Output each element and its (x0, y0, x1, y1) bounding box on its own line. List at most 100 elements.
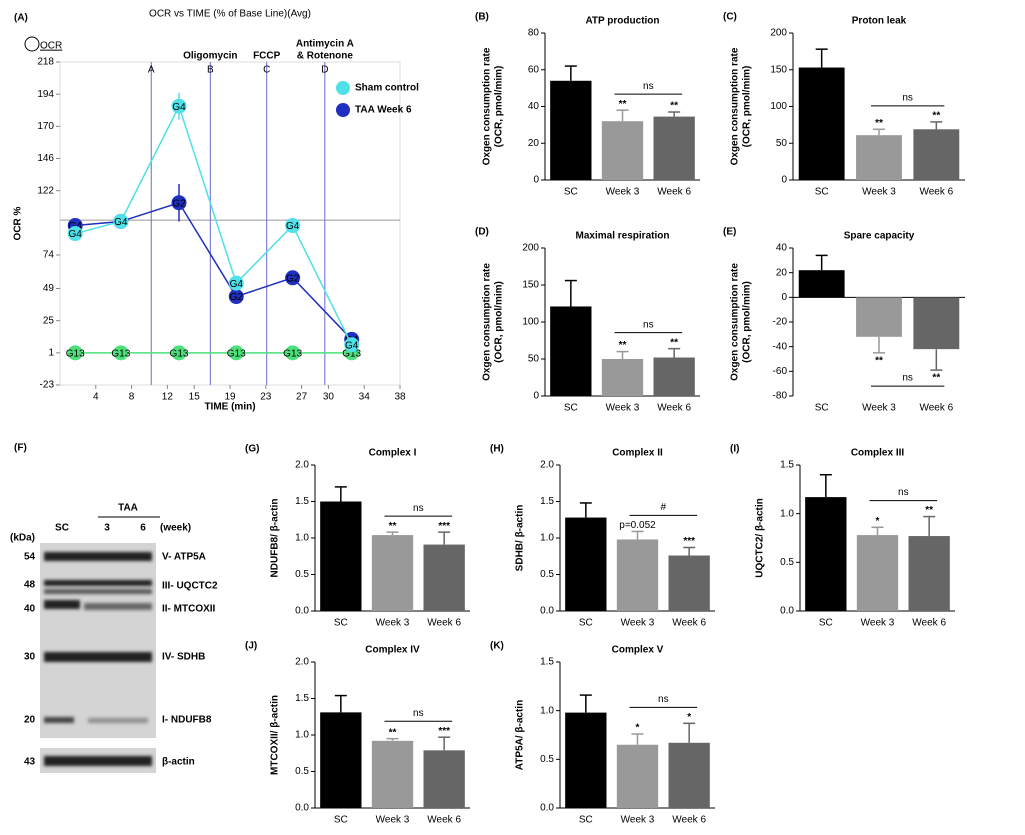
event-name: Antimycin A (296, 39, 354, 50)
y-tick-label: -40 (773, 341, 788, 352)
data-point (171, 345, 187, 361)
kda-label: 20 (24, 715, 36, 726)
legend-marker (336, 103, 350, 117)
lane-label: 3 (104, 523, 110, 534)
y-tick-label: 100 (770, 101, 787, 112)
panel-label: (F) (14, 443, 27, 454)
point-label: G2 (230, 292, 244, 303)
band-label: II- MTCOXII (162, 604, 216, 615)
y-axis-label: Oxgen consumption rate (730, 263, 741, 381)
significance: ** (619, 99, 627, 110)
event-letter: A (148, 65, 155, 76)
bar (798, 270, 845, 298)
event-name: FCCP (253, 51, 281, 62)
y-tick-label: 2.0 (295, 657, 309, 668)
bar (908, 536, 950, 611)
y-axis-label: Oxgen consumption rate (730, 47, 741, 165)
unit-label: (week) (160, 523, 191, 534)
significance: * (876, 516, 880, 527)
event-letter: C (263, 65, 270, 76)
data-point (344, 337, 360, 353)
bands (44, 552, 152, 766)
x-tick-label: 4 (93, 392, 99, 403)
band-label: β-actin (162, 757, 195, 768)
y-tick-label: 20 (776, 267, 788, 278)
blot-membrane (40, 543, 156, 738)
significance: *** (438, 726, 450, 737)
bar (550, 306, 592, 396)
y-tick-label: 0.5 (295, 569, 309, 580)
data-point (113, 213, 129, 229)
chart-title: OCR vs TIME (% of Base Line)(Avg) (149, 9, 311, 20)
marker-unit: (kDa) (10, 533, 35, 544)
significance: p=0.052 (619, 520, 656, 531)
bracket-label: ns (413, 708, 424, 719)
y-tick-label: 0 (781, 175, 787, 186)
x-tick-label: Week 3 (606, 403, 640, 414)
y-tick-label: 218 (37, 57, 54, 68)
data-point (171, 195, 187, 211)
significance: ** (389, 727, 397, 738)
y-tick-label: -60 (773, 366, 788, 377)
x-tick-label: SC (815, 187, 829, 198)
x-tick-label: 27 (296, 392, 308, 403)
y-tick-label: 200 (770, 28, 787, 39)
x-tick-label: Week 6 (427, 618, 461, 629)
y-tick-label: 60 (528, 64, 540, 75)
bracket-label: ns (643, 81, 654, 92)
band-label: III- UQCTC2 (162, 581, 218, 592)
corner-label: OCR (40, 41, 62, 52)
y-axis-label: (OCR, pmol/mim) (494, 66, 505, 148)
point-label: G4 (172, 102, 186, 113)
bracket-label: ns (898, 487, 909, 498)
panel-label: (E) (723, 227, 736, 238)
point-label: G13 (227, 348, 246, 359)
x-tick-label: Week 6 (657, 403, 691, 414)
y-tick-label: -80 (773, 391, 788, 402)
x-tick-label: Week 3 (862, 403, 896, 414)
bar (913, 129, 960, 180)
chart-title: Complex V (612, 645, 664, 656)
y-axis-label: Oxgen consumption rate (482, 263, 493, 381)
x-tick-label: 38 (394, 392, 406, 403)
data-point (113, 345, 129, 361)
band-label: I- NDUFB8 (162, 715, 212, 726)
significance: ** (670, 337, 678, 348)
event-letter: B (207, 65, 214, 76)
panel-label: (C) (723, 12, 737, 23)
y-tick-label: 0 (781, 292, 787, 303)
x-tick-label: 23 (260, 392, 272, 403)
data-point (171, 98, 187, 114)
panel-label: (G) (245, 444, 259, 455)
y-tick-label: 122 (37, 185, 54, 196)
point-label: G4 (69, 229, 83, 240)
data-point (228, 289, 244, 305)
bar (320, 501, 362, 611)
y-tick-label: 1.5 (540, 657, 554, 668)
y-axis-label: (OCR, pmol/mim) (742, 66, 753, 148)
significance: * (636, 723, 640, 734)
group-label: TAA (118, 503, 138, 514)
y-tick-label: 0.0 (540, 803, 554, 814)
y-tick-label: 1.0 (540, 705, 554, 716)
bar (423, 544, 465, 611)
significance: *** (438, 521, 450, 532)
point-label: G13 (66, 348, 85, 359)
bar (565, 712, 607, 808)
bar (616, 744, 659, 808)
significance: ** (925, 505, 933, 516)
significance: ** (932, 111, 940, 122)
kda-label: 30 (24, 652, 36, 663)
kda-label: 54 (24, 552, 36, 563)
chart-title: Maximal respiration (576, 231, 670, 242)
y-axis-label: SDHB/ β-actin (515, 505, 526, 572)
y-tick-label: 0.5 (540, 754, 554, 765)
data-point (285, 270, 301, 286)
y-tick-label: 20 (528, 138, 540, 149)
y-tick-label: 100 (522, 317, 539, 328)
series-line (75, 104, 353, 346)
bracket-label: ns (902, 373, 913, 384)
x-tick-label: SC (815, 403, 829, 414)
x-tick-label: 15 (189, 392, 201, 403)
